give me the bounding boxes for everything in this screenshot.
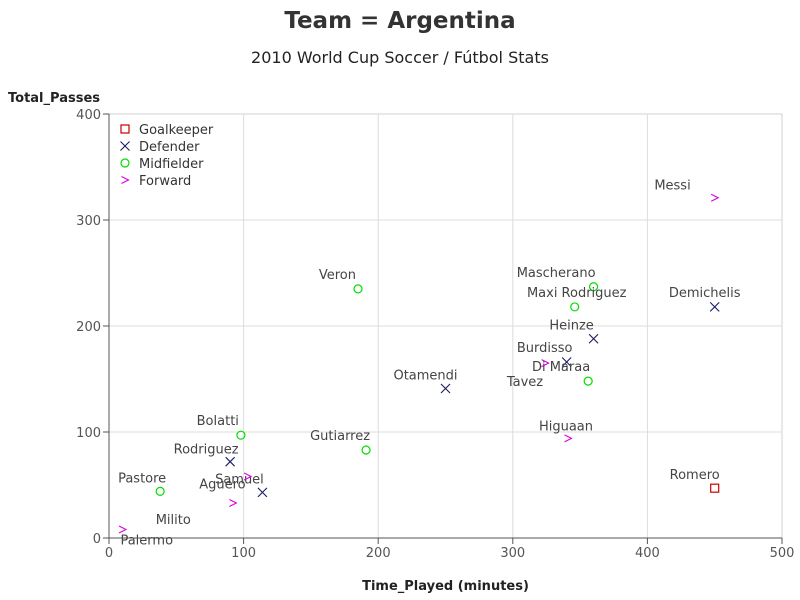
forward-point [541, 359, 550, 368]
midfielder-point [588, 282, 599, 292]
y-tick-label: 300 [76, 214, 101, 229]
point-label: Romero [670, 468, 720, 483]
defender-point [225, 456, 236, 467]
goalkeeper-point [710, 483, 720, 493]
y-tick-label: 100 [76, 426, 101, 441]
chart-subtitle: 2010 World Cup Soccer / Fútbol Stats [251, 48, 549, 67]
point-label: Aguero [199, 478, 245, 493]
x-tick-label: 500 [770, 546, 795, 561]
midfielder-point [583, 376, 593, 386]
chart-title: Team = Argentina [284, 8, 516, 34]
x-tick-label: 300 [500, 546, 525, 561]
legend-midfielder-symbol [120, 158, 130, 168]
point-label: Palermo [120, 534, 173, 549]
defender-point [709, 302, 720, 312]
defender-point [561, 357, 572, 367]
forward-point [710, 193, 720, 202]
x-tick-label: 400 [635, 546, 660, 561]
point-label: Maxi Rodriguez [527, 286, 627, 301]
point-label: Di Maraa [532, 360, 590, 375]
legend-midfielder-label: Midfielder [139, 157, 204, 172]
point-label: Heinze [549, 319, 593, 334]
midfielder-point [353, 284, 363, 294]
point-label: Veron [319, 268, 356, 283]
point-label: Mascherano [517, 266, 596, 281]
defender-point [257, 487, 268, 498]
forward-point [118, 525, 128, 534]
point-label: Higuaan [539, 419, 593, 434]
y-tick-label: 400 [76, 108, 101, 123]
legend-defender-label: Defender [139, 140, 200, 155]
midfielder-point [570, 302, 580, 312]
legend-goalkeeper-label: Goalkeeper [139, 123, 214, 138]
defender-point [440, 383, 451, 394]
x-axis-label: Time_Played (minutes) [362, 579, 529, 594]
point-label: Messi [654, 179, 690, 194]
point-label: Otamendi [393, 369, 457, 384]
point-label: Pastore [118, 471, 166, 486]
y-axis-label: Total_Passes [8, 91, 100, 106]
midfielder-point [236, 430, 246, 440]
y-tick-label: 200 [76, 320, 101, 335]
defender-point [588, 333, 599, 344]
legend-defender-symbol [120, 141, 130, 151]
midfielder-point [361, 445, 371, 455]
forward-point [229, 499, 238, 508]
y-tick-label: 0 [93, 532, 101, 547]
point-label: Rodriguez [174, 443, 239, 458]
forward-point [564, 434, 573, 443]
point-label: Gutiarrez [310, 429, 370, 444]
x-tick-label: 200 [366, 546, 391, 561]
legend-forward-symbol [121, 176, 130, 184]
point-label: Demichelis [669, 286, 741, 301]
forward-point [243, 472, 253, 481]
x-tick-label: 0 [105, 546, 113, 561]
x-tick-label: 100 [231, 546, 256, 561]
point-label: Burdisso [517, 341, 573, 356]
legend-forward-label: Forward [139, 174, 191, 189]
point-label: Tavez [506, 375, 543, 390]
point-label: Milito [156, 513, 191, 528]
midfielder-point [155, 486, 165, 496]
point-label: Bolatti [197, 414, 239, 429]
legend-goalkeeper-symbol [120, 124, 130, 134]
